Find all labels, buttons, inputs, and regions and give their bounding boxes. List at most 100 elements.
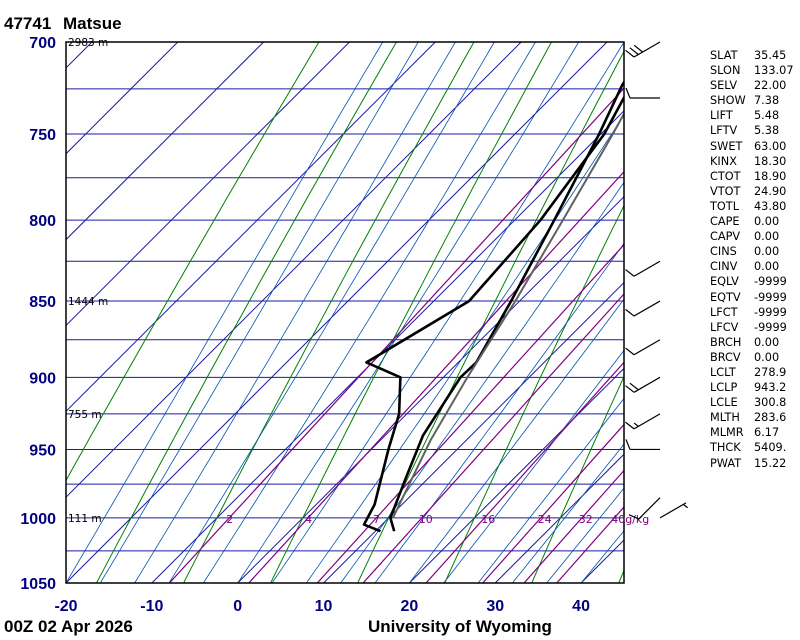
- isotherm: [0, 42, 6, 583]
- barb-staff: [633, 339, 661, 356]
- mixing-ratio-label: 40g/kg: [611, 513, 649, 526]
- x-tick-label: 10: [315, 598, 333, 615]
- wind-barb: [628, 497, 661, 520]
- stat-key: PWAT: [710, 456, 742, 470]
- stat-value: 278.9: [754, 365, 787, 379]
- plot-frame: [65, 41, 625, 584]
- moist-adiabat: [374, 242, 624, 583]
- barb-flag: [628, 514, 640, 520]
- barb-flag: [625, 269, 635, 277]
- barb-flag: [625, 421, 635, 430]
- barb-staff: [659, 502, 687, 519]
- mixing-ratio-label: 32: [579, 513, 593, 526]
- isotherm: [494, 453, 624, 583]
- x-tick-label: -10: [140, 598, 163, 615]
- x-tick-label: 40: [572, 598, 590, 615]
- dry-adiabat: [793, 42, 800, 583]
- stat-value: 7.38: [754, 94, 780, 108]
- stat-key: MLMR: [710, 426, 744, 440]
- mixing-ratio-label: 24: [538, 513, 552, 526]
- stat-value: 35.45: [754, 49, 787, 62]
- wind-barb: [625, 41, 661, 58]
- barb-flag: [629, 47, 639, 55]
- barb-half-flag: [683, 503, 688, 509]
- stat-key: SELV: [710, 79, 738, 93]
- stat-value: 0.00: [754, 245, 780, 259]
- stat-key: LCLP: [710, 381, 738, 395]
- stat-value: -9999: [754, 290, 787, 304]
- barb-staff: [633, 300, 661, 317]
- isotherm: [66, 42, 264, 241]
- isotherm: [151, 110, 624, 583]
- stat-value: 0.00: [754, 350, 780, 364]
- stat-value: 5.48: [754, 109, 780, 123]
- wind-barb: [625, 87, 660, 99]
- stat-value: -9999: [754, 275, 787, 289]
- sounding-time: 00Z 02 Apr 2026: [4, 617, 133, 636]
- y-tick-label: 1000: [20, 511, 56, 528]
- stat-value: 0.00: [754, 260, 780, 274]
- barb-flag: [625, 308, 635, 317]
- barb-flag: [625, 87, 631, 99]
- barb-staff: [638, 497, 661, 520]
- barb-staff: [633, 260, 661, 277]
- stat-value: 283.6: [754, 411, 787, 425]
- stat-value: -9999: [754, 305, 787, 319]
- isotherm: [66, 42, 179, 155]
- stat-key: LIFT: [710, 109, 733, 123]
- stat-key: LCLE: [710, 396, 738, 410]
- y-tick-label: 750: [29, 127, 56, 144]
- stat-value: 15.22: [754, 456, 787, 470]
- y-tick-label: 800: [29, 213, 56, 230]
- height-label: 1444 m: [68, 296, 108, 308]
- moist-adiabat: [443, 349, 624, 583]
- moist-adiabat: [203, 42, 536, 583]
- dry-adiabat: [96, 42, 397, 583]
- stat-value: 300.8: [754, 396, 787, 410]
- y-tick-label: 1050: [20, 576, 56, 593]
- mixing-ratio-line: [523, 469, 624, 583]
- x-tick-label: 30: [486, 598, 504, 615]
- moist-adiabat: [237, 42, 580, 583]
- stat-key: SHOW: [710, 94, 746, 108]
- barb-half-flag: [633, 422, 639, 427]
- mixing-ratio-label: 2: [226, 513, 233, 526]
- stat-value: -9999: [754, 320, 787, 334]
- dry-adiabat: [66, 42, 320, 482]
- moist-adiabat: [306, 114, 624, 583]
- stat-value: 0.00: [754, 335, 780, 349]
- stat-value: 5409.: [754, 441, 787, 455]
- y-tick-label: 950: [29, 442, 56, 459]
- mixing-ratio-label: 7: [373, 513, 380, 526]
- stat-key: VTOT: [710, 184, 741, 198]
- mixing-ratio-line: [482, 423, 624, 583]
- y-tick-label: 900: [29, 370, 56, 387]
- mixing-ratio-line: [168, 87, 624, 583]
- moist-adiabat: [409, 298, 624, 583]
- stat-key: KINX: [710, 154, 737, 168]
- stat-key: TOTL: [710, 199, 739, 213]
- isotherm: [409, 367, 624, 583]
- y-tick-label: 850: [29, 294, 56, 311]
- stat-key: MLTH: [710, 411, 740, 425]
- stat-key: SWET: [710, 139, 743, 153]
- stat-value: 43.80: [754, 199, 787, 213]
- stat-key: BRCV: [710, 350, 741, 364]
- moist-adiabat: [99, 42, 419, 583]
- wind-barb: [625, 339, 661, 356]
- wind-barb: [625, 300, 661, 317]
- moist-adiabat: [66, 42, 384, 583]
- dry-adiabat: [270, 42, 552, 583]
- stat-key: LFCT: [710, 305, 738, 319]
- isotherm: [66, 42, 608, 583]
- dewpoint-profile: [362, 94, 624, 533]
- wind-barb: [625, 439, 660, 451]
- moist-adiabat: [477, 397, 624, 583]
- dry-adiabat: [444, 204, 624, 583]
- stat-key: CAPE: [710, 215, 740, 229]
- plot-area: [0, 42, 800, 583]
- stat-key: BRCH: [710, 335, 742, 349]
- mixing-ratio-line: [248, 170, 624, 583]
- stat-value: 0.00: [754, 230, 780, 244]
- stat-key: EQTV: [710, 290, 741, 304]
